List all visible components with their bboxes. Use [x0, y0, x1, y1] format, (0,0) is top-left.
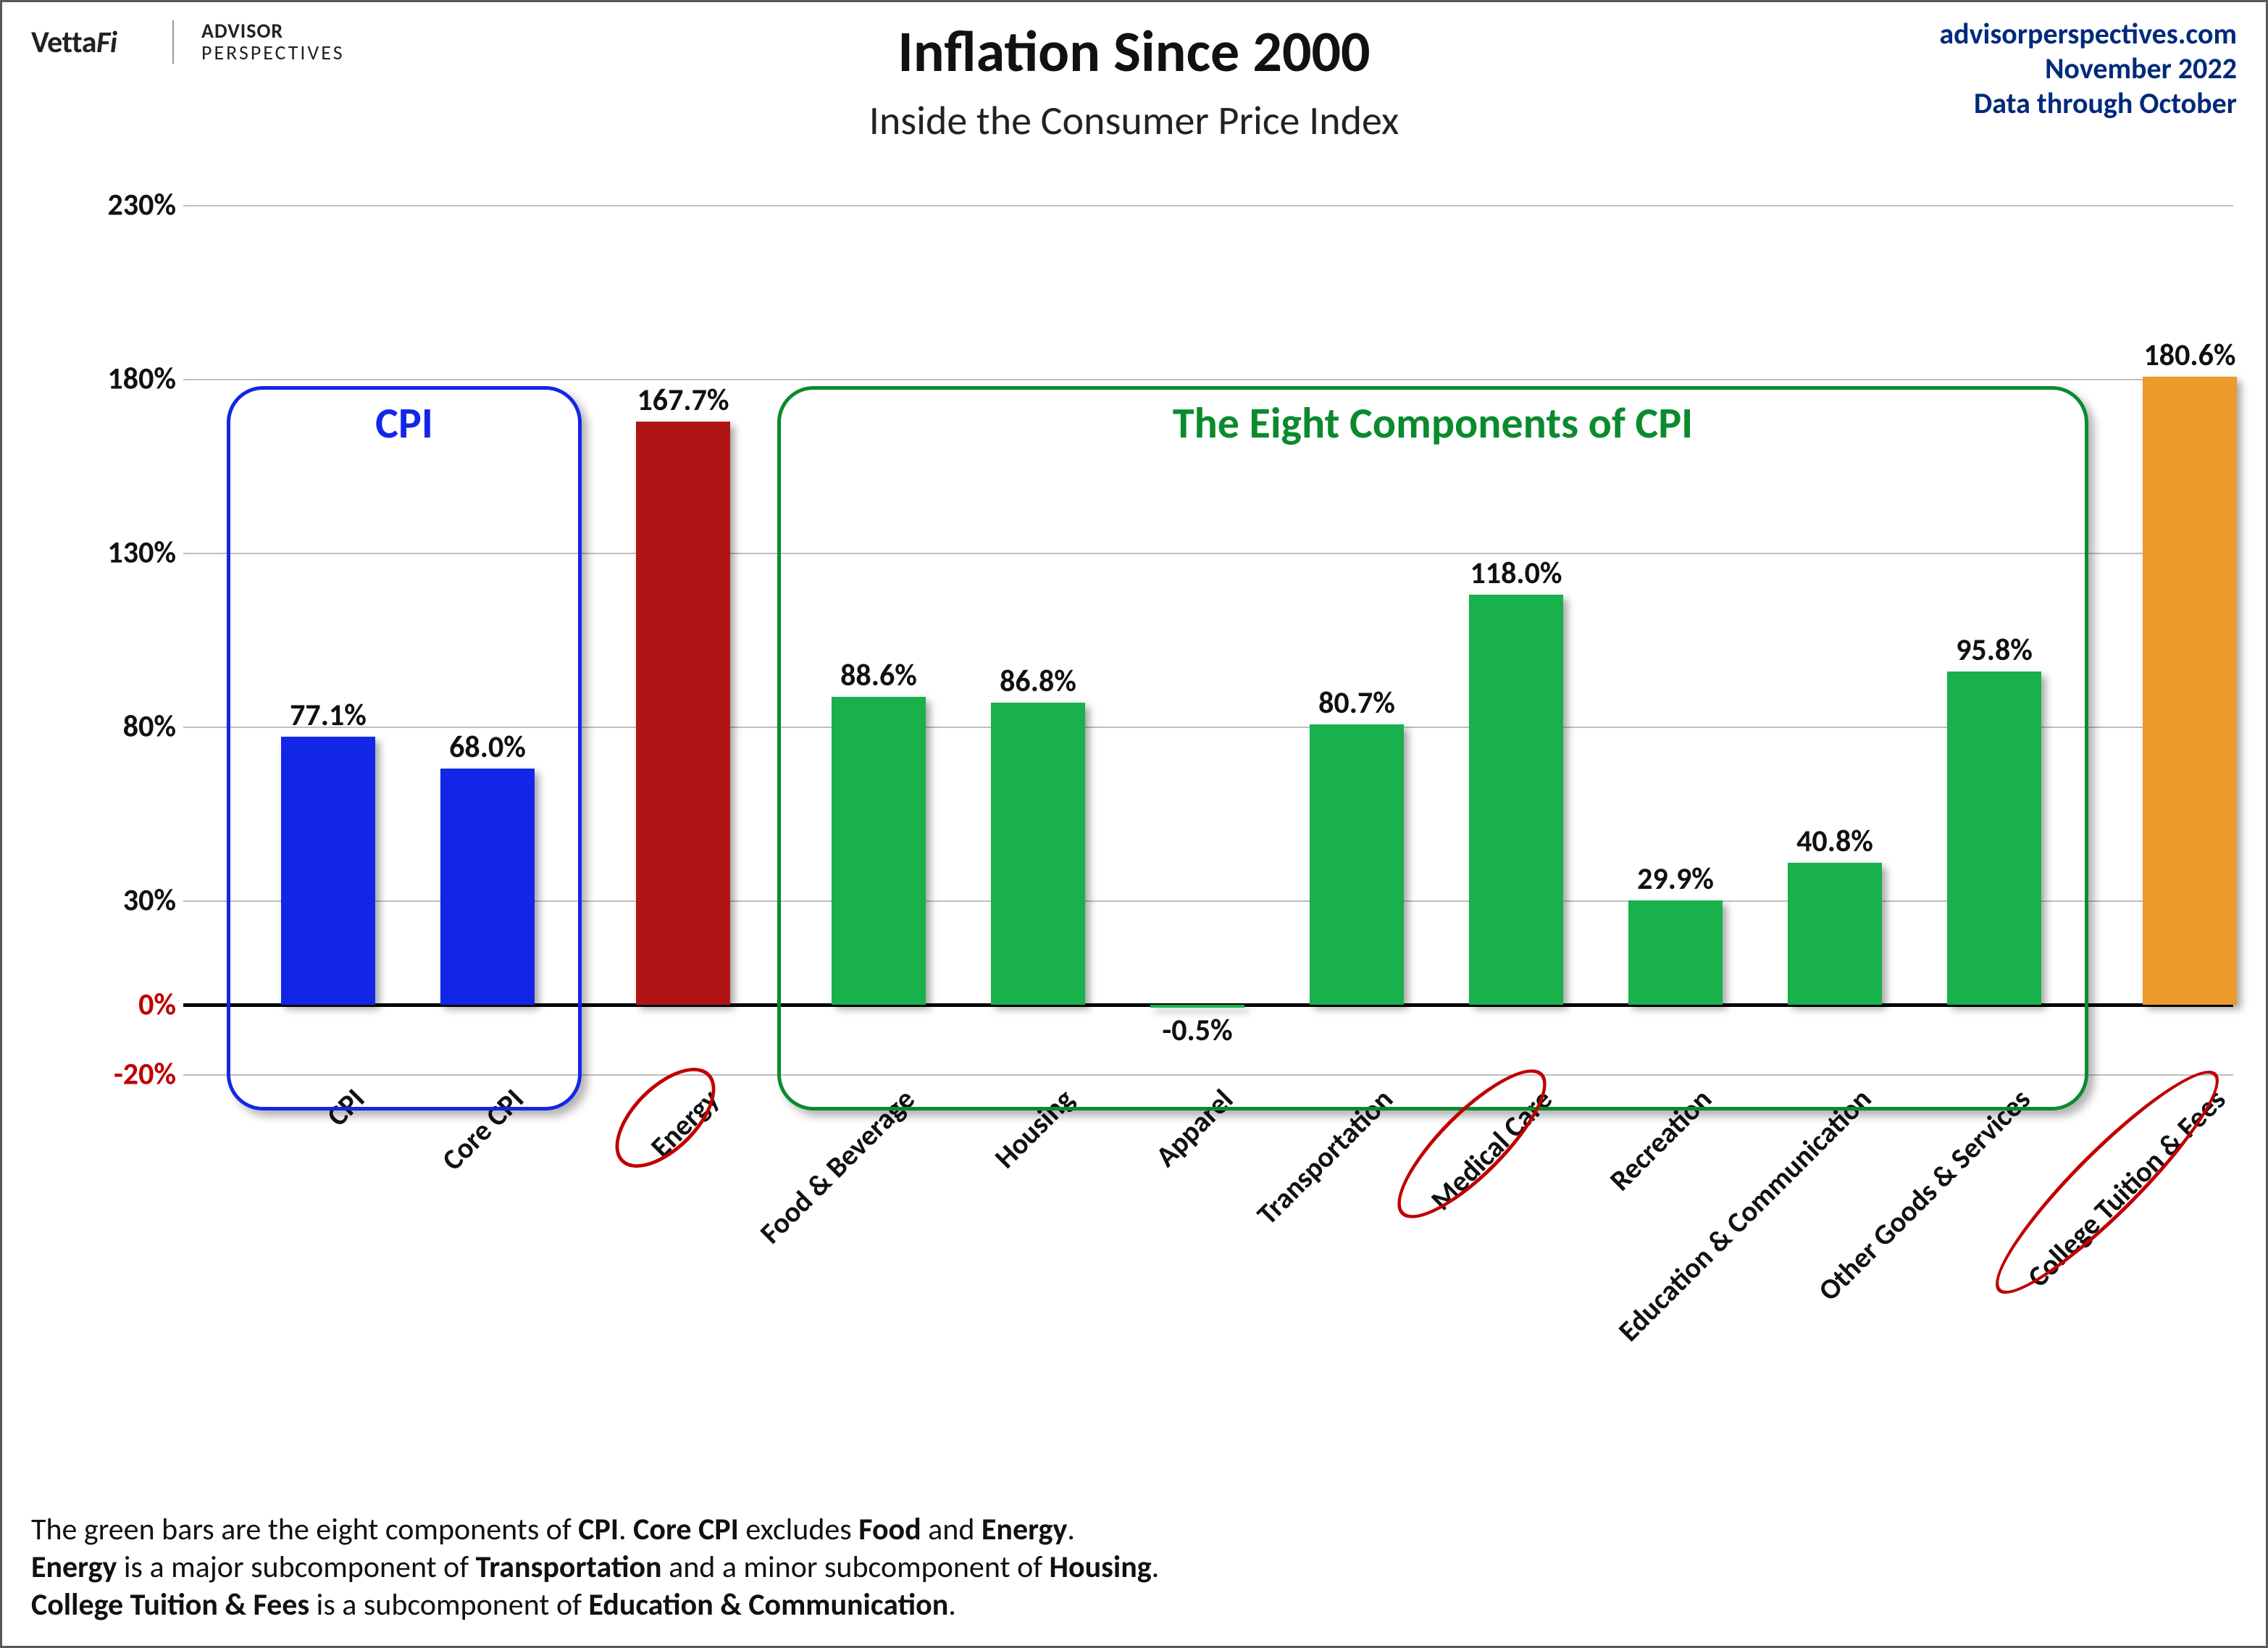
y-axis-tick: -20% [46, 1056, 176, 1093]
footnote-text: The green bars are the eight components … [31, 1511, 578, 1548]
footnote-line: Energy is a major subcomponent of Transp… [31, 1549, 1159, 1586]
group-box [777, 386, 2088, 1110]
footnote-bold: Energy [982, 1511, 1067, 1548]
plot-area: -20%0%30%80%130%180%230%77.1%CPI68.0%Cor… [183, 205, 2233, 1074]
footnote-bold: Food [858, 1511, 921, 1548]
footnote-bold: Transportation [476, 1549, 662, 1586]
footnote-bold: Housing [1050, 1549, 1152, 1586]
chart-title: Inflation Since 2000 [2, 17, 2266, 87]
footnote-block: The green bars are the eight components … [31, 1511, 1159, 1624]
group-label: CPI [227, 397, 582, 450]
x-axis-label: Education & Communication [1611, 1082, 1878, 1349]
gridline [183, 205, 2233, 206]
bar-value-label: 180.6% [2144, 337, 2236, 374]
footnote-text: . [1067, 1511, 1075, 1548]
chart-frame: VettaFi ADVISOR PERSPECTIVES advisorpers… [0, 0, 2268, 1648]
footnote-bold: Energy [31, 1549, 117, 1586]
footnote-text: is a subcomponent of [309, 1586, 588, 1623]
gridline [183, 379, 2233, 380]
bar [2143, 377, 2237, 1005]
y-axis-tick: 0% [46, 987, 176, 1024]
footnote-text: . [948, 1586, 956, 1623]
footnote-bold: College Tuition & Fees [31, 1586, 309, 1623]
footnote-bold: CPI [578, 1511, 619, 1548]
footnote-text: . [619, 1511, 633, 1548]
footnote-text: and a minor subcomponent of [662, 1549, 1050, 1586]
footnote-text: excludes [739, 1511, 858, 1548]
chart-subtitle: Inside the Consumer Price Index [2, 96, 2266, 146]
y-axis-tick: 230% [46, 187, 176, 224]
footnote-line: College Tuition & Fees is a subcomponent… [31, 1586, 1159, 1624]
footnote-text: is a major subcomponent of [117, 1549, 475, 1586]
y-axis-tick: 80% [46, 708, 176, 745]
footnote-text: . [1152, 1549, 1160, 1586]
y-axis-tick: 130% [46, 535, 176, 572]
bar-value-label: 167.7% [637, 382, 729, 419]
footnote-bold: Education & Communication [588, 1586, 948, 1623]
footnote-text: and [921, 1511, 982, 1548]
bar [636, 422, 730, 1005]
footnote-bold: Core CPI [633, 1511, 739, 1548]
group-label: The Eight Components of CPI [777, 397, 2088, 450]
group-box [227, 386, 582, 1110]
footnote-line: The green bars are the eight components … [31, 1511, 1159, 1549]
y-axis-tick: 30% [46, 882, 176, 919]
y-axis-tick: 180% [46, 361, 176, 398]
